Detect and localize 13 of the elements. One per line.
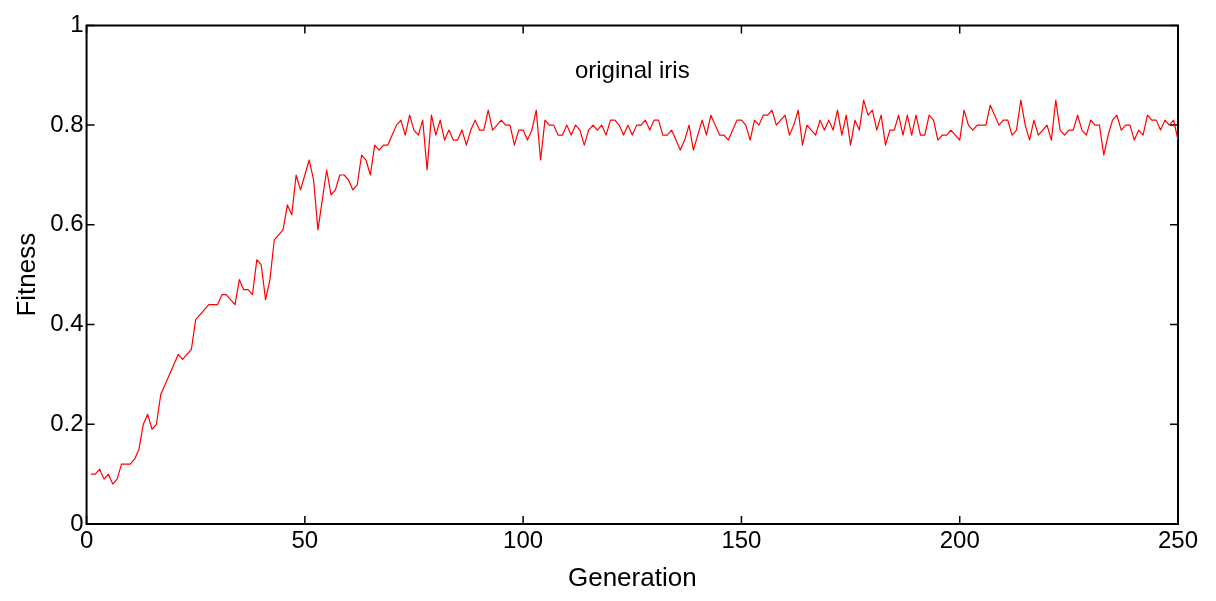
y-tick-label: 1 [70, 10, 84, 38]
annotation: original iris [574, 56, 690, 84]
x-tick-label: 150 [721, 526, 762, 554]
x-tick-label: 200 [939, 526, 980, 554]
y-tick-label: 0.6 [50, 209, 84, 237]
x-tick-label: 50 [291, 526, 319, 554]
x-tick-label: 250 [1157, 526, 1199, 554]
y-tick-label: 0.2 [50, 408, 84, 436]
x-axis-title: Generation [567, 561, 697, 592]
y-tick-label: 0.8 [50, 109, 84, 137]
x-tick-label: 100 [503, 526, 544, 554]
y-tick-label: 0.4 [50, 309, 84, 337]
y-axis-title: Fitness [10, 232, 41, 317]
